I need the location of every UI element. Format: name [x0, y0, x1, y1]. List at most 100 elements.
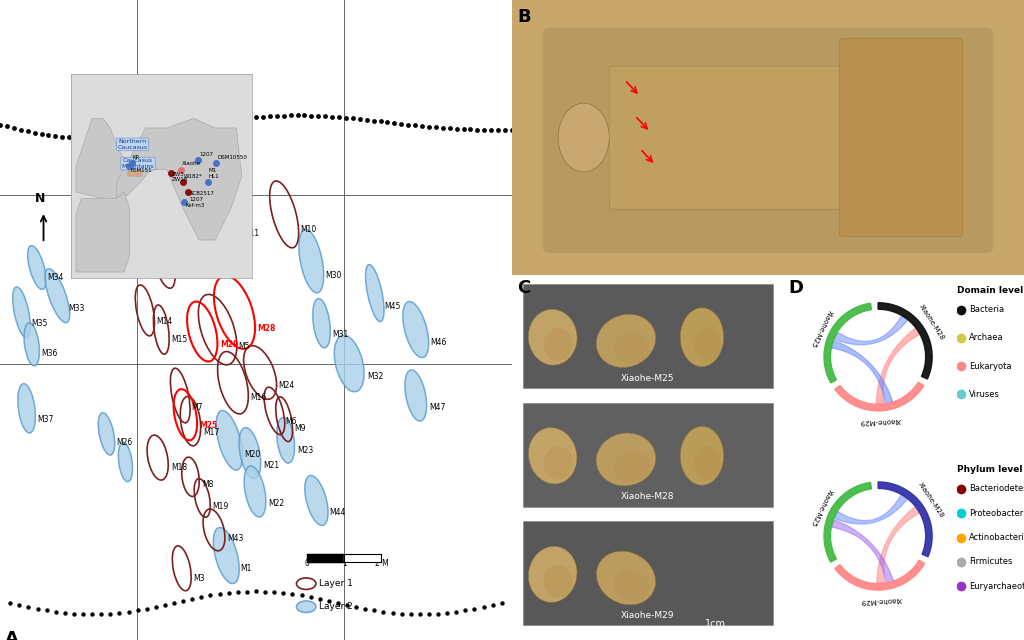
Text: M6: M6 [286, 417, 297, 426]
Point [40, 130, 56, 140]
Text: M36: M36 [42, 349, 58, 358]
Ellipse shape [17, 383, 36, 433]
Text: M17: M17 [204, 428, 220, 436]
Ellipse shape [528, 547, 578, 602]
Point [430, 609, 446, 619]
Point [47, 131, 63, 141]
Point [206, 118, 222, 128]
Ellipse shape [544, 447, 572, 479]
Point [185, 122, 202, 132]
Point [93, 609, 110, 620]
Polygon shape [127, 157, 142, 176]
Text: M10: M10 [300, 225, 316, 234]
Point [412, 609, 428, 620]
Point [386, 118, 402, 128]
Text: Layer 2: Layer 2 [319, 602, 352, 611]
Point [400, 120, 417, 130]
Text: M30: M30 [326, 271, 342, 280]
Point [331, 112, 347, 122]
Point [54, 132, 71, 142]
Text: ZW3
ZW18: ZW3 ZW18 [172, 172, 188, 182]
Polygon shape [824, 483, 871, 562]
Text: Eukaryota: Eukaryota [970, 362, 1012, 371]
Ellipse shape [334, 335, 365, 392]
Point [200, 119, 216, 129]
Text: Xiaohe-M28: Xiaohe-M28 [918, 303, 945, 341]
Text: Xiaohe-M28: Xiaohe-M28 [621, 492, 675, 501]
Point [462, 124, 478, 134]
Ellipse shape [404, 370, 427, 421]
Text: M23: M23 [297, 445, 313, 454]
Polygon shape [877, 506, 920, 584]
Point [285, 589, 301, 599]
Ellipse shape [366, 264, 384, 322]
Polygon shape [835, 382, 924, 411]
Ellipse shape [694, 327, 721, 362]
Point [345, 113, 361, 124]
Point [483, 125, 500, 135]
Text: Domain level: Domain level [957, 286, 1024, 295]
Ellipse shape [216, 410, 243, 470]
Point [75, 609, 91, 620]
Point [484, 600, 501, 610]
Text: M32: M32 [367, 372, 383, 381]
Text: M43: M43 [227, 534, 244, 543]
Text: B: B [517, 8, 530, 26]
Ellipse shape [299, 229, 324, 293]
Ellipse shape [596, 551, 655, 605]
FancyBboxPatch shape [840, 38, 963, 237]
Point [255, 112, 271, 122]
Point [89, 134, 105, 144]
Point [414, 121, 430, 131]
Point [384, 608, 400, 618]
Point [439, 608, 456, 618]
Point [84, 609, 100, 620]
Ellipse shape [528, 309, 578, 365]
Point [12, 125, 29, 135]
Point [166, 598, 182, 608]
Point [138, 604, 155, 614]
Text: Viruses: Viruses [970, 390, 1000, 399]
Text: M44: M44 [330, 508, 346, 517]
Point [375, 607, 391, 617]
Point [497, 125, 513, 135]
Ellipse shape [12, 287, 31, 338]
Text: 1207: 1207 [199, 152, 213, 157]
Text: M12: M12 [206, 230, 222, 239]
Polygon shape [824, 303, 871, 383]
Ellipse shape [544, 328, 572, 361]
Point [393, 119, 410, 129]
Point [268, 111, 285, 121]
Point [194, 592, 210, 602]
Text: W182*: W182* [184, 174, 203, 179]
Point [310, 111, 327, 121]
Ellipse shape [613, 333, 649, 364]
Point [449, 124, 465, 134]
Text: 2 M: 2 M [375, 559, 388, 568]
Point [0, 120, 8, 130]
Point [379, 117, 395, 127]
Point [39, 605, 55, 616]
Point [456, 124, 472, 134]
Polygon shape [831, 520, 894, 583]
Point [0, 122, 15, 132]
Point [82, 134, 98, 144]
Ellipse shape [613, 570, 649, 601]
Point [47, 607, 63, 617]
Text: M34: M34 [47, 273, 63, 282]
Polygon shape [76, 118, 129, 198]
Polygon shape [877, 328, 920, 404]
Point [504, 124, 520, 135]
Text: M7: M7 [191, 403, 203, 412]
Text: D: D [788, 279, 803, 297]
Ellipse shape [680, 308, 724, 367]
Point [147, 602, 164, 612]
FancyBboxPatch shape [609, 66, 865, 209]
Point [262, 111, 279, 122]
Point [229, 587, 246, 597]
Ellipse shape [558, 103, 609, 172]
Point [27, 127, 43, 138]
Polygon shape [76, 192, 129, 272]
Text: M21: M21 [263, 461, 280, 470]
Polygon shape [834, 495, 907, 524]
